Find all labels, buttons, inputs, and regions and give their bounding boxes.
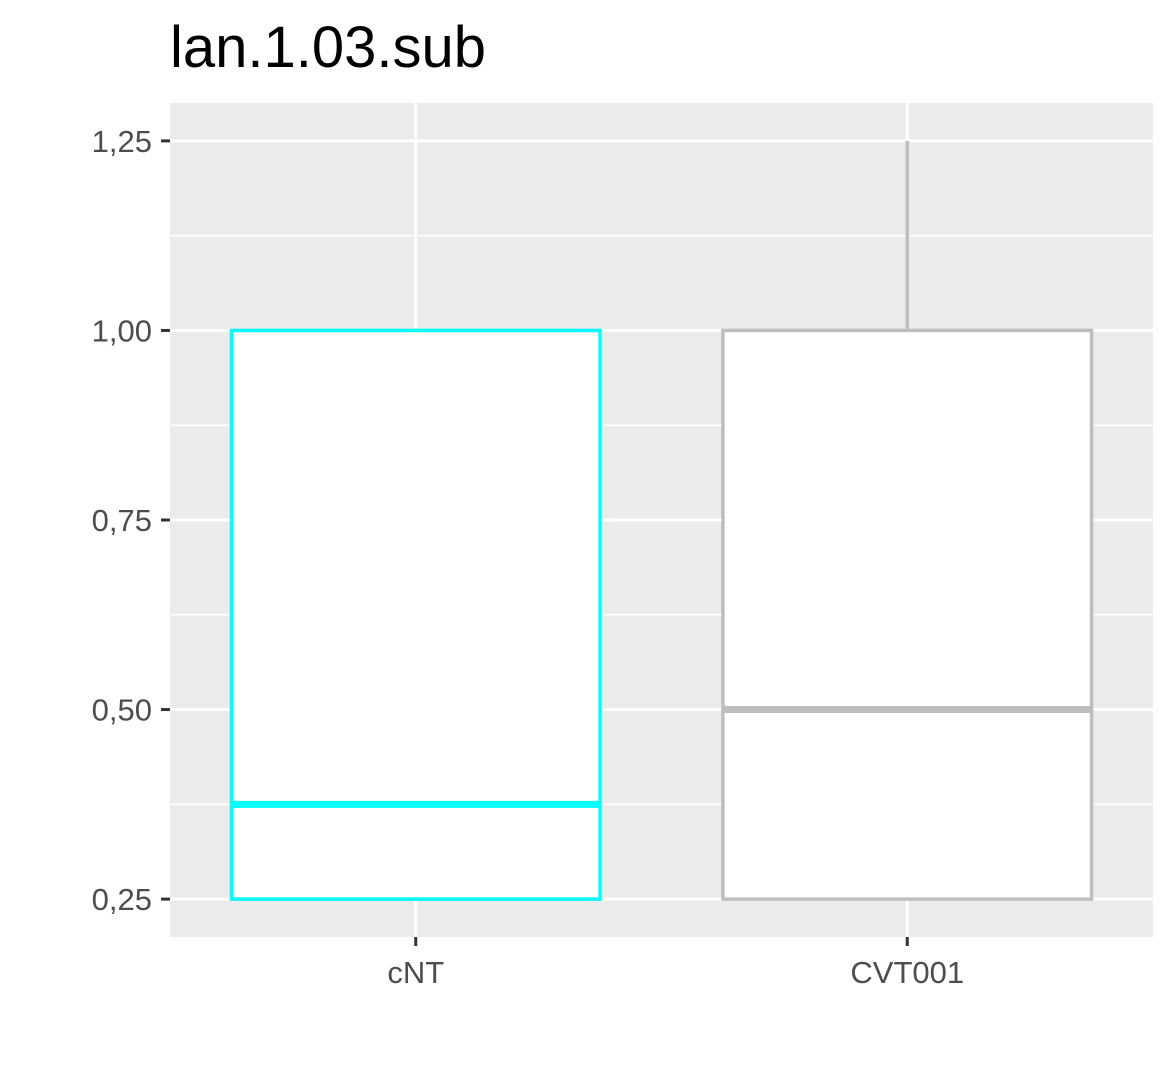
x-tick-label: cNT (387, 955, 444, 990)
chart-title: lan.1.03.sub (170, 15, 487, 80)
y-tick-label: 1,00 (92, 313, 152, 348)
y-tick-label: 0,50 (92, 693, 152, 728)
box-CVT001 (721, 328, 1094, 901)
y-tick-label: 0,25 (92, 882, 152, 917)
box-cNT (229, 328, 602, 901)
y-tick-label: 0,75 (92, 503, 152, 538)
y-tick-label: 1,25 (92, 124, 152, 159)
x-tick-label: CVT001 (850, 955, 964, 990)
